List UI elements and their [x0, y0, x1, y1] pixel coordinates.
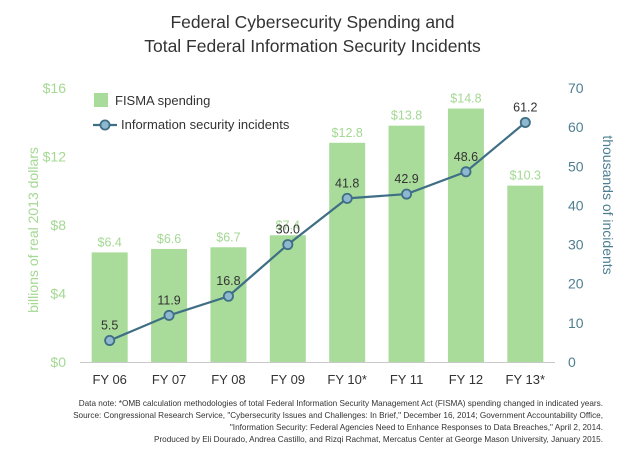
bar-value-label: $10.3 — [510, 169, 541, 183]
right-axis-tick-label: 70 — [568, 80, 584, 96]
incidents-value-label: 11.9 — [157, 293, 180, 307]
incidents-point — [163, 309, 175, 321]
incidents-point — [460, 166, 472, 178]
right-axis-title: thousands of incidents — [600, 135, 616, 274]
bar-value-label: $6.7 — [216, 230, 240, 244]
x-axis-tick-label: FY 12 — [449, 372, 483, 387]
legend-line-marker — [99, 119, 111, 131]
left-axis-tick-label: $16 — [43, 80, 67, 96]
bar-fisma-spending — [210, 247, 247, 362]
incidents-point — [104, 334, 116, 346]
incidents-point — [222, 290, 234, 302]
incidents-value-label: 5.5 — [101, 318, 118, 332]
incidents-point — [519, 116, 531, 128]
bar-value-label: $6.6 — [157, 232, 181, 246]
bar-value-label: $13.8 — [391, 109, 422, 123]
incidents-point — [282, 239, 294, 251]
right-axis-tick-label: 20 — [568, 276, 584, 292]
incidents-value-label: 16.8 — [216, 274, 240, 288]
bar-value-label: $7.4 — [276, 218, 300, 232]
incidents-value-label: 48.6 — [454, 150, 478, 164]
x-axis-tick-label: FY 13* — [506, 372, 546, 387]
right-axis-tick-label: 30 — [568, 237, 584, 253]
credit-note: Produced by Eli Dourado, Andrea Castillo… — [153, 435, 603, 444]
bar-fisma-spending — [507, 185, 544, 362]
left-axis-tick-label: $0 — [50, 354, 66, 370]
legend-bar-swatch — [94, 93, 108, 107]
x-axis-tick-label: FY 06 — [92, 372, 126, 387]
right-axis-tick-label: 50 — [568, 158, 584, 174]
legend-bar-label: FISMA spending — [115, 93, 210, 108]
right-axis-tick-label: 60 — [568, 119, 584, 135]
bar-fisma-spending — [329, 142, 366, 362]
source-note-2: "Information Security: Federal Agencies … — [229, 423, 603, 432]
chart-area: $0 $4 $8 $12 $16 0 10 20 30 40 50 60 70 billions of r… — [25, 80, 616, 387]
incidents-value-label: 61.2 — [513, 100, 537, 114]
incidents-line — [109, 121, 527, 342]
x-axis-tick-label: FY 10* — [327, 372, 367, 387]
bar-value-label: $14.8 — [450, 92, 481, 106]
left-axis-tick-label: $4 — [50, 286, 66, 302]
x-axis-tick-label: FY 08 — [211, 372, 245, 387]
right-axis-tick-label: 40 — [568, 197, 584, 213]
left-axis-title: billions of real 2013 dollars — [25, 147, 41, 313]
x-axis-tick-label: FY 09 — [271, 372, 305, 387]
chart-title-line-1: Federal Cybersecurity Spending and — [170, 12, 455, 32]
incidents-point — [341, 192, 353, 204]
left-axis-tick-label: $12 — [43, 149, 67, 165]
bar-value-label: $6.4 — [98, 235, 122, 249]
chart-title-line-2: Total Federal Information Security Incid… — [144, 36, 481, 56]
data-note: Data note: *OMB calculation methodologie… — [78, 399, 603, 408]
incidents-value-label: 41.8 — [335, 176, 359, 190]
bar-value-label: $12.8 — [332, 126, 363, 140]
bar-fisma-spending — [388, 125, 425, 362]
right-axis-tick-label: 10 — [568, 315, 584, 331]
x-axis-tick-label: FY 11 — [390, 372, 423, 387]
legend-line-label: Information security incidents — [121, 117, 290, 132]
incidents-value-label: 30.0 — [276, 223, 300, 237]
incidents-point — [401, 188, 413, 200]
bar-fisma-spending — [447, 108, 484, 362]
incidents-value-label: 42.9 — [394, 172, 418, 186]
left-axis-tick-label: $8 — [50, 217, 66, 233]
right-axis-tick-label: 0 — [568, 354, 576, 370]
bar-fisma-spending — [151, 248, 188, 362]
source-note-1: Source: Congressional Research Service, … — [73, 411, 603, 420]
x-axis-tick-label: FY 07 — [152, 372, 186, 387]
